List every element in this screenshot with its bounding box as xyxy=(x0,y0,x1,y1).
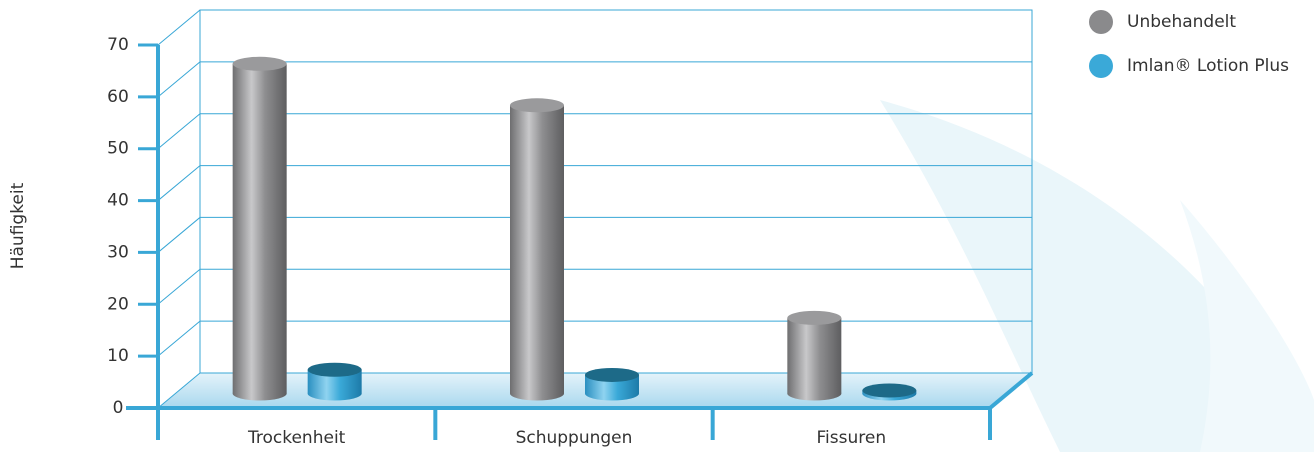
bar xyxy=(510,98,564,401)
bar-top xyxy=(787,310,842,325)
bar-top xyxy=(585,367,639,382)
x-tick-label: Schuppungen xyxy=(516,428,633,448)
grid-line xyxy=(157,216,1032,253)
y-tick-label: 60 xyxy=(107,87,129,107)
bar xyxy=(307,362,362,401)
bar-body xyxy=(787,317,842,394)
decoration xyxy=(1180,200,1314,452)
y-tick-label: 10 xyxy=(107,346,129,366)
y-tick-label: 30 xyxy=(107,242,129,262)
bar xyxy=(585,367,639,401)
legend-label: Unbehandelt xyxy=(1127,12,1236,32)
back-wall xyxy=(199,9,1033,374)
legend-label: Imlan® Lotion Plus xyxy=(1127,56,1289,76)
grid-line xyxy=(157,9,1032,46)
y-axis-label: Häufigkeit xyxy=(8,182,28,269)
bar xyxy=(232,56,287,401)
y-tick-label: 70 xyxy=(107,35,129,55)
legend-marker xyxy=(1089,54,1113,78)
bar xyxy=(787,310,842,401)
bar-top xyxy=(307,362,362,377)
grid-line xyxy=(157,61,1032,98)
bar-top xyxy=(862,383,917,398)
y-tick-label: 0 xyxy=(113,398,124,418)
y-tick-label: 40 xyxy=(107,191,129,211)
plot: 0 10 20 30 40 50 60 70 Trockenheit Schuppungen Fis… xyxy=(107,9,1289,448)
grid-line xyxy=(157,165,1032,201)
grid-line xyxy=(157,320,1032,357)
grid-line xyxy=(157,268,1032,305)
x-tick-label: Trockenheit xyxy=(247,428,346,448)
bar-top xyxy=(232,56,287,71)
y-tick-label: 50 xyxy=(107,139,129,159)
legend-marker xyxy=(1089,10,1113,34)
bar-body xyxy=(510,105,564,394)
bar-body xyxy=(232,63,287,394)
bar xyxy=(862,383,917,401)
grid-line xyxy=(157,113,1032,150)
x-tick-label: Fissuren xyxy=(817,428,887,448)
decoration xyxy=(880,100,1314,452)
y-tick-label: 20 xyxy=(107,294,129,314)
grid-line xyxy=(157,372,1032,409)
bar-top xyxy=(510,98,564,113)
